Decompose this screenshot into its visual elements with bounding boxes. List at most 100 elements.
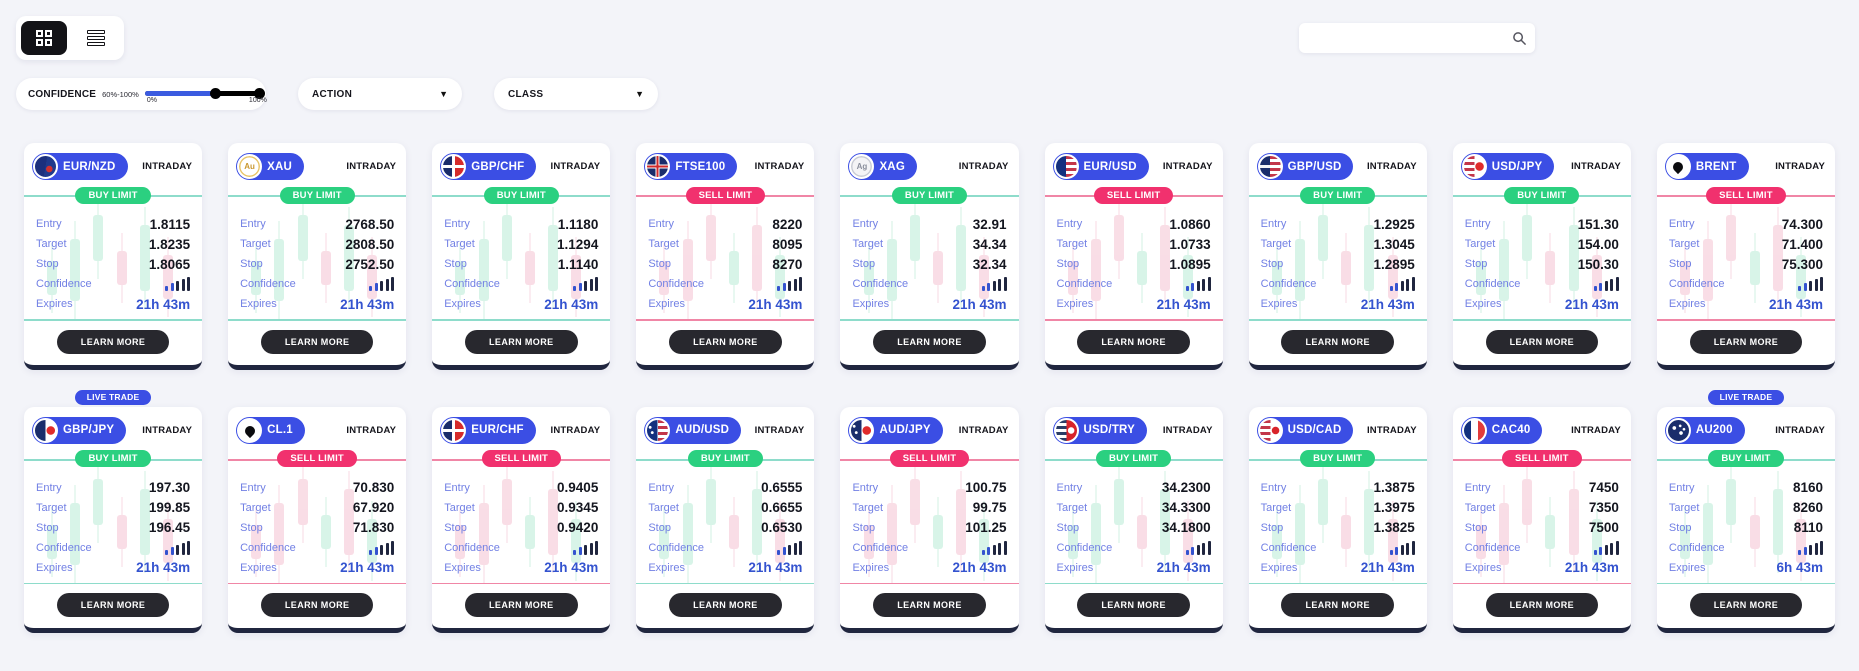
learn-more-button[interactable]: LEARN MORE (1485, 593, 1599, 617)
search-icon[interactable] (1512, 31, 1527, 46)
confidence-label: Confidence (1260, 541, 1317, 554)
slider-handle-high[interactable] (253, 87, 265, 99)
usd-cad-flag-icon (1257, 417, 1283, 443)
action-badge: SELL LIMIT (481, 450, 562, 467)
stop-row: Stop 75.300 (1669, 254, 1823, 274)
target-value: 1.3045 (1373, 236, 1415, 252)
filter-bar: CONFIDENCE 60%-100% 0% 100% ACTION ▼ CLA… (16, 78, 1835, 110)
expires-value: 21h 43m (136, 560, 191, 575)
confidence-row: Confidence (1465, 538, 1619, 558)
target-value: 1.8235 (148, 236, 191, 252)
timeframe-label: INTRADAY (550, 161, 601, 172)
stop-value: 1.0895 (1169, 256, 1211, 272)
expires-value: 21h 43m (340, 296, 395, 312)
entry-label: Entry (444, 218, 470, 230)
gbp-chf-flag-icon (441, 154, 467, 179)
instrument-name: AUD/JPY (879, 424, 931, 436)
expires-value: 21h 43m (1768, 296, 1823, 312)
learn-more-button[interactable]: LEARN MORE (669, 329, 782, 354)
target-label: Target (1056, 501, 1088, 514)
learn-more-button[interactable]: LEARN MORE (1485, 329, 1599, 354)
learn-more-button[interactable]: LEARN MORE (1689, 593, 1803, 617)
signal-card-cell: EUR/NZD INTRADAY BUY LIMIT Entry 1.8115 … (24, 126, 203, 370)
learn-more-button[interactable]: LEARN MORE (260, 593, 374, 617)
signal-card: AUD/USD INTRADAY BUY LIMIT Entry 0.6555 … (636, 406, 815, 633)
stop-row: Stop 8270 (648, 254, 802, 274)
learn-more-button[interactable]: LEARN MORE (1689, 329, 1803, 354)
entry-value: 1.2925 (1373, 216, 1415, 232)
entry-row: Entry 100.75 (852, 478, 1006, 498)
action-badge: SELL LIMIT (1502, 450, 1582, 467)
stop-label: Stop (36, 258, 59, 270)
confidence-label: Confidence (648, 278, 704, 290)
instrument-name: GBP/USD (1287, 160, 1342, 173)
learn-more-button[interactable]: LEARN MORE (1281, 329, 1394, 354)
learn-more-button[interactable]: LEARN MORE (1077, 593, 1190, 617)
target-row: Target 8260 (1669, 498, 1823, 518)
card-divider (1248, 319, 1427, 321)
card-divider (840, 319, 1019, 321)
expires-row: Expires 21h 43m (240, 294, 394, 314)
instrument-pill: AUD/USD (644, 416, 742, 444)
learn-more-button[interactable]: LEARN MORE (669, 593, 782, 617)
signal-card-cell: EUR/CHF INTRADAY SELL LIMIT Entry 0.9405… (432, 390, 611, 633)
signal-card: CAC40 INTRADAY SELL LIMIT Entry 7450 Tar… (1452, 406, 1631, 633)
stop-value: 8110 (1793, 520, 1823, 535)
confidence-label: Confidence (1464, 278, 1521, 290)
signal-card-cell: BRENT INTRADAY SELL LIMIT Entry 74.300 T… (1656, 126, 1835, 370)
search-input[interactable] (1307, 31, 1512, 45)
stop-value: 2752.50 (345, 256, 395, 272)
entry-label: Entry (1260, 481, 1287, 494)
search-box (1299, 23, 1535, 53)
action-dropdown[interactable]: ACTION ▼ (298, 78, 462, 110)
expires-label: Expires (240, 298, 277, 310)
confidence-bars-icon (369, 540, 395, 555)
signal-card-cell: LIVE TRADE GBP/JPY INTRADAY BUY LIMIT (24, 389, 203, 633)
cac40-flag-icon (1461, 417, 1487, 443)
confidence-row: Confidence (1057, 274, 1211, 294)
entry-value: 34.2300 (1161, 480, 1211, 495)
learn-more-button[interactable]: LEARN MORE (1281, 593, 1394, 617)
confidence-row: Confidence (648, 538, 803, 558)
confidence-slider[interactable]: 0% 100% (144, 85, 267, 104)
instrument-pill: Au XAU (236, 153, 304, 180)
target-label: Target (1056, 238, 1088, 250)
action-badge: BUY LIMIT (483, 186, 559, 204)
expires-value: 21h 43m (1360, 296, 1415, 312)
slider-handle-low[interactable] (209, 87, 221, 99)
target-value: 1.3975 (1373, 500, 1415, 515)
confidence-bars-icon (981, 540, 1007, 555)
timeframe-label: INTRADAY (550, 424, 601, 436)
stop-label: Stop (852, 258, 876, 270)
entry-label: Entry (240, 481, 266, 494)
entry-label: Entry (648, 481, 675, 494)
view-toggle (16, 16, 124, 60)
slider-track[interactable] (144, 91, 263, 96)
target-label: Target (444, 501, 475, 514)
entry-label: Entry (240, 218, 266, 230)
learn-more-button[interactable]: LEARN MORE (465, 593, 578, 617)
learn-more-button[interactable]: LEARN MORE (465, 329, 578, 354)
target-value: 8095 (772, 236, 803, 252)
grid-view-button[interactable] (21, 21, 67, 55)
learn-more-button[interactable]: LEARN MORE (1077, 329, 1190, 354)
card-divider (24, 582, 203, 584)
confidence-row: Confidence (1261, 538, 1415, 558)
learn-more-button[interactable]: LEARN MORE (56, 329, 170, 354)
confidence-bars-icon (777, 277, 803, 291)
entry-row: Entry 8220 (648, 214, 802, 234)
entry-label: Entry (1464, 481, 1491, 494)
target-label: Target (240, 238, 271, 250)
class-dropdown[interactable]: CLASS ▼ (494, 78, 658, 110)
timeframe-label: INTRADAY (1366, 424, 1417, 436)
learn-more-button[interactable]: LEARN MORE (873, 593, 986, 617)
learn-more-button[interactable]: LEARN MORE (56, 593, 170, 617)
entry-row: Entry 32.91 (852, 214, 1006, 234)
stop-value: 34.1800 (1161, 520, 1211, 535)
learn-more-button[interactable]: LEARN MORE (260, 329, 374, 354)
expires-value: 21h 43m (1156, 296, 1211, 312)
list-view-button[interactable] (73, 21, 119, 55)
target-label: Target (852, 238, 884, 250)
learn-more-button[interactable]: LEARN MORE (873, 329, 986, 354)
action-badge: SELL LIMIT (889, 450, 970, 467)
